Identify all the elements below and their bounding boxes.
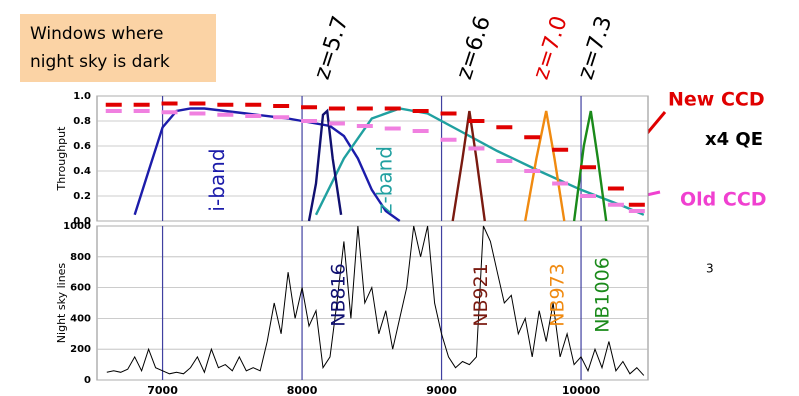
note-line: Windows where bbox=[30, 24, 164, 44]
series-line bbox=[451, 110, 486, 222]
x-tick-label: 10000 bbox=[562, 384, 601, 396]
redshift-label: z=7.0 bbox=[529, 13, 573, 83]
band-label: i-band bbox=[205, 148, 229, 211]
redshift-label: z=5.7 bbox=[310, 13, 354, 83]
series-line bbox=[133, 107, 401, 222]
plot-area bbox=[96, 225, 649, 381]
x-tick-label: 9000 bbox=[426, 384, 457, 396]
y-tick-label: 0.2 bbox=[73, 191, 91, 202]
y-tick-label: 0.6 bbox=[73, 141, 91, 152]
redshift-label: z=6.6 bbox=[452, 13, 496, 83]
y-tick-label: 1.0 bbox=[73, 91, 91, 102]
x-tick-label: 8000 bbox=[287, 384, 318, 396]
y-tick-label: 0.0 bbox=[73, 216, 91, 227]
redshift-label: z=7.3 bbox=[573, 13, 617, 83]
series-line bbox=[106, 225, 645, 376]
filter-label: NB1006 bbox=[591, 257, 613, 333]
note-line: night sky is dark bbox=[30, 52, 170, 72]
y-tick-label: 0.8 bbox=[73, 116, 91, 127]
filter-label: NB973 bbox=[547, 263, 569, 327]
y-tick-label: 0.4 bbox=[73, 166, 91, 177]
band-label: z-band bbox=[372, 146, 396, 214]
note-box bbox=[20, 14, 216, 82]
y-tick-label: 800 bbox=[70, 252, 91, 263]
y-tick-label: 1000 bbox=[63, 221, 91, 232]
y-tick-label: 0 bbox=[84, 375, 91, 386]
series-line bbox=[307, 108, 343, 222]
page-number: 3 bbox=[706, 262, 714, 276]
filter-label: NB921 bbox=[470, 263, 492, 327]
y-axis-label: Throughput bbox=[55, 126, 68, 192]
legend-label: Old CCD bbox=[680, 189, 767, 211]
legend-label: New CCD bbox=[668, 89, 765, 111]
x-tick-label: 7000 bbox=[147, 384, 178, 396]
series-line bbox=[572, 110, 608, 222]
y-tick-label: 200 bbox=[70, 344, 91, 355]
annotation: x4 QE bbox=[705, 129, 763, 150]
y-tick-label: 600 bbox=[70, 283, 91, 294]
filter-label: NB816 bbox=[328, 263, 350, 327]
y-tick-label: 400 bbox=[70, 313, 91, 324]
series-line bbox=[524, 110, 566, 222]
y-axis-label: Night sky lines bbox=[55, 263, 68, 344]
